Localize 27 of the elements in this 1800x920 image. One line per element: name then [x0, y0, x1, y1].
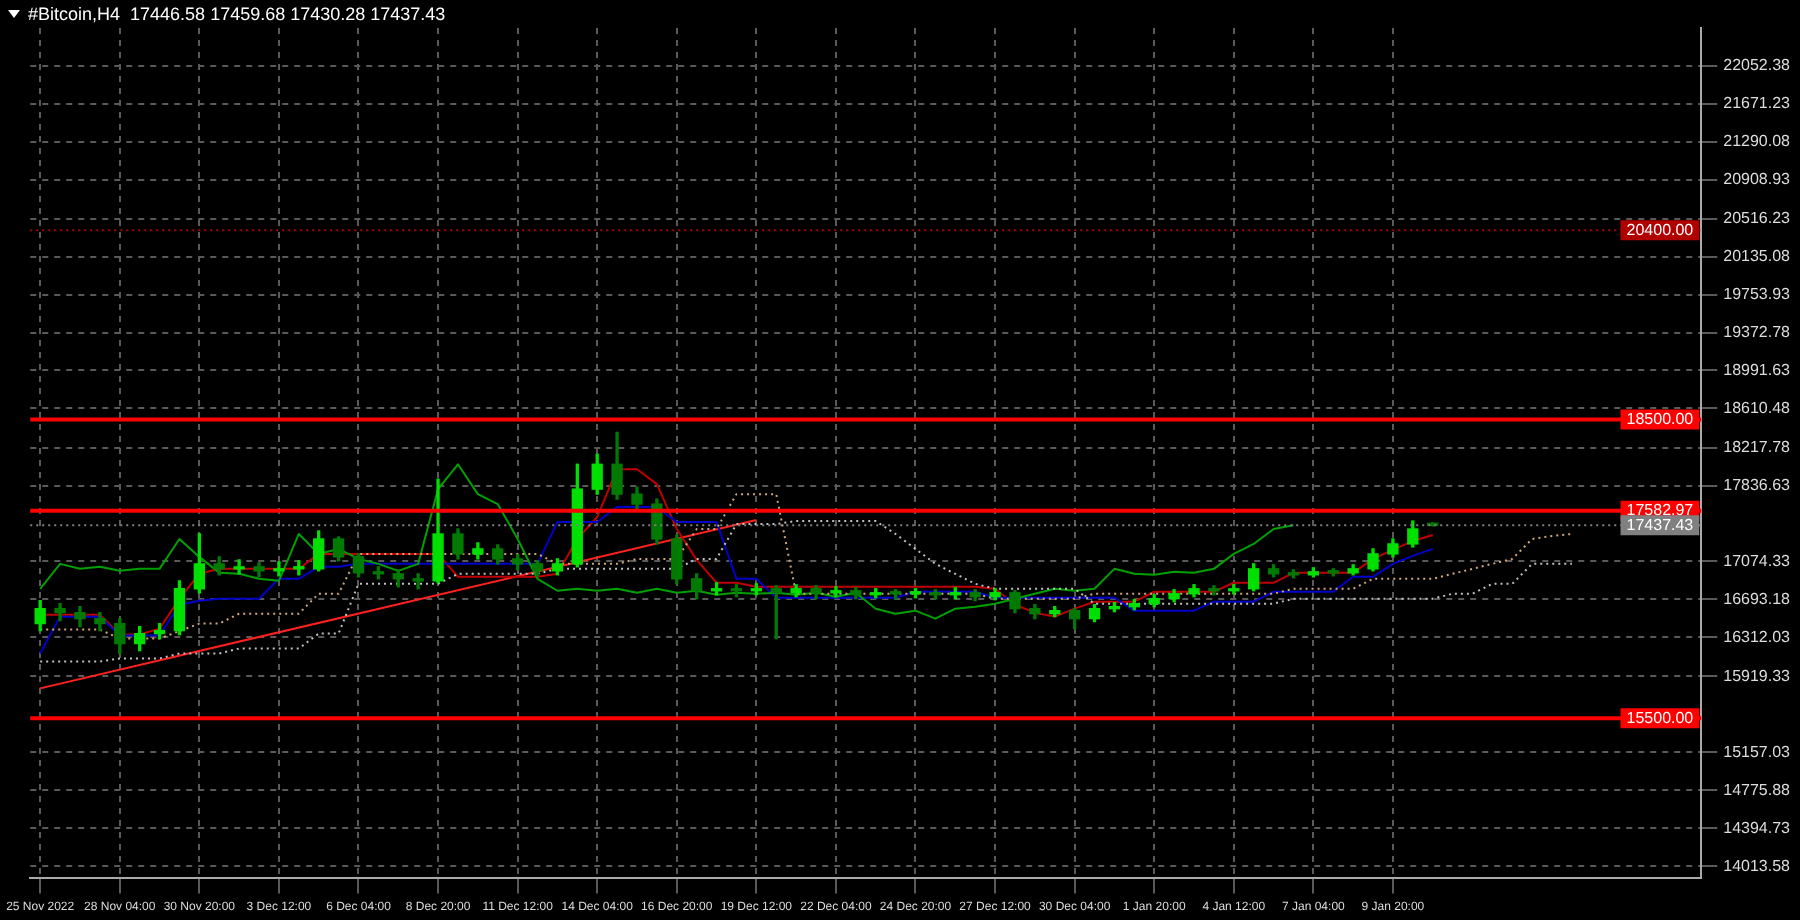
y-tick-label: 15919.33 [1723, 666, 1792, 685]
y-tick-label: 19372.78 [1723, 322, 1792, 341]
y-tick-label: 15157.03 [1723, 742, 1792, 761]
ref-line-label: 15500.00 [1626, 708, 1695, 727]
y-tick-label: 20135.08 [1723, 246, 1792, 265]
y-tick-label: 21671.23 [1723, 93, 1792, 112]
ref-line-label: 20400.00 [1626, 220, 1695, 239]
y-tick-label: 17074.33 [1723, 551, 1792, 570]
y-tick-label: 19753.93 [1723, 284, 1792, 303]
y-tick-label: 18610.48 [1723, 398, 1792, 417]
y-tick-label: 16693.18 [1723, 589, 1792, 608]
y-tick-label: 20516.23 [1723, 209, 1792, 228]
y-tick-label: 14013.58 [1723, 856, 1792, 875]
y-tick-label: 14775.88 [1723, 780, 1792, 799]
y-tick-label: 18217.78 [1723, 437, 1792, 456]
line-series [39, 520, 1573, 663]
chart-title: #Bitcoin,H4 17446.58 17459.68 17430.28 17437.43 [28, 4, 446, 24]
y-tick-label: 22052.38 [1723, 56, 1792, 75]
y-tick-label: 21290.08 [1723, 131, 1792, 150]
ref-line-label: 18500.00 [1626, 409, 1695, 428]
ref-line-label: 17582.97 [1626, 501, 1695, 520]
y-tick-label: 20908.93 [1723, 169, 1792, 188]
y-tick-label: 16312.03 [1723, 627, 1792, 646]
y-tick-label: 14394.73 [1723, 818, 1792, 837]
ref-line-label: 17437.43 [1626, 515, 1695, 534]
y-tick-label: 17836.63 [1723, 475, 1792, 494]
y-tick-label: 18991.63 [1723, 360, 1792, 379]
